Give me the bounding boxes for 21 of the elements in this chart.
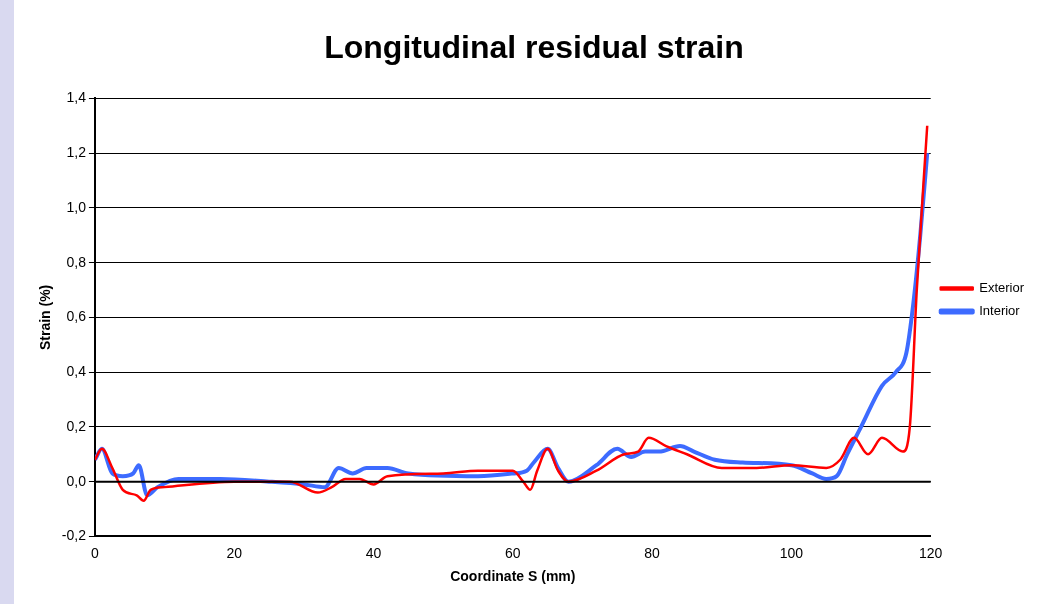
y-tick-label: 0,8 — [66, 253, 87, 270]
y-tick-label: 1,2 — [66, 144, 87, 161]
y-tick-label: -0,2 — [61, 527, 87, 544]
legend-label: Exterior — [979, 280, 1025, 296]
x-axis-title: Coordinate S (mm) — [450, 568, 576, 585]
x-tick-label: 0 — [91, 544, 100, 561]
x-tick-label: 40 — [365, 544, 382, 561]
y-tick-label: 1,4 — [66, 89, 87, 106]
x-tick-label: 60 — [505, 544, 521, 561]
x-tick-label: 100 — [779, 544, 804, 561]
x-tick-label: 80 — [644, 544, 661, 561]
x-tick-label: 120 — [919, 544, 943, 561]
y-tick-label: 0,0 — [66, 472, 87, 489]
y-tick-label: 0,6 — [66, 308, 87, 325]
legend-label: Interior — [979, 303, 1021, 319]
y-axis-title: Strain (%) — [37, 284, 54, 351]
y-tick-label: 0,4 — [66, 363, 87, 380]
chart-title: Longitudinal residual strain — [324, 29, 744, 66]
y-tick-label: 0,2 — [66, 417, 87, 434]
x-tick-label: 20 — [226, 544, 243, 561]
y-tick-label: 1,0 — [66, 198, 87, 215]
